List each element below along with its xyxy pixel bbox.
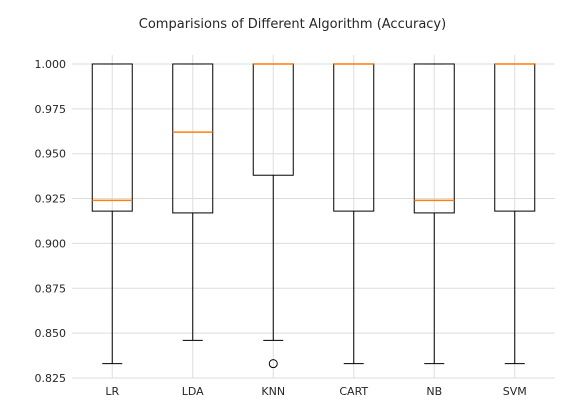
box-nb (413, 63, 455, 214)
x-tick-label: SVM (503, 385, 527, 398)
outlier-point (268, 359, 278, 369)
y-tick-label: 0.900 (35, 237, 67, 250)
y-tick-label: 0.950 (35, 148, 67, 161)
x-tick-label: CART (339, 385, 368, 398)
y-tick-label: 0.875 (35, 282, 67, 295)
y-tick-label: 0.825 (35, 372, 67, 385)
y-tick-label: 0.975 (35, 103, 67, 116)
x-tick-label: NB (426, 385, 442, 398)
x-tick-label: LDA (182, 385, 204, 398)
y-tick-label: 0.925 (35, 193, 67, 206)
y-tick-label: 1.000 (35, 58, 67, 71)
box-lr (91, 63, 133, 212)
x-tick-label: KNN (261, 385, 285, 398)
x-tick-label: LR (105, 385, 119, 398)
chart-title: Comparisions of Different Algorithm (Acc… (138, 17, 447, 32)
y-tick-label: 0.850 (35, 327, 67, 340)
box-lda (172, 63, 214, 214)
